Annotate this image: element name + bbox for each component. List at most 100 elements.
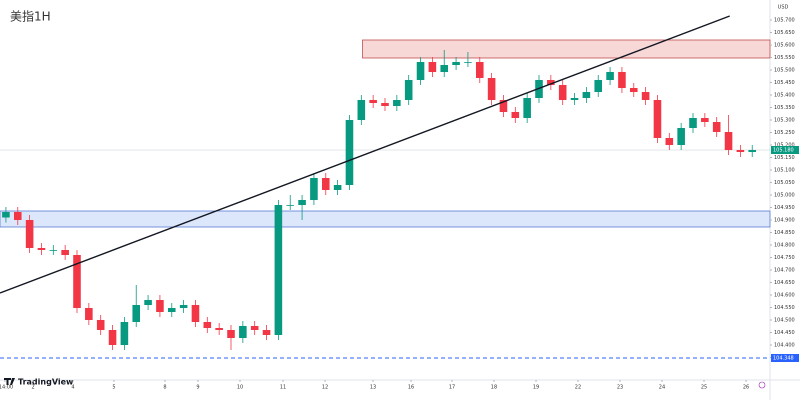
candle-body [464,62,472,63]
candle-body [452,62,460,65]
y-tick-label: 105.300 [774,118,795,124]
y-tick-label: 104.900 [774,218,795,224]
candle-body [487,78,496,100]
candle-body [191,305,200,322]
y-tick-label: 104.500 [774,318,795,324]
candle-body [85,308,93,320]
logo-icon [4,378,15,385]
event-icon [758,381,766,389]
y-tick-label: 105.250 [774,130,795,136]
x-tick-label: 4 [71,385,74,391]
candle-body [736,150,745,152]
candle-body [724,132,733,150]
y-tick-label: 105.550 [774,55,795,61]
x-tick-label: 26 [743,385,749,391]
y-tick-label: 104.800 [774,243,795,249]
candle-body [2,212,10,218]
last-price-label: 105.180 [773,148,794,154]
candle-body [61,250,69,255]
y-tick-label: 105.150 [774,155,795,161]
candle-body [641,92,650,100]
candle-body [310,178,318,200]
y-tick-label: 105.500 [774,68,795,74]
y-tick-label: 104.750 [774,255,795,261]
candle-body [440,65,449,72]
y-tick-label: 105.350 [774,105,795,111]
candle-body [499,100,508,112]
y-tick-label: 104.400 [774,343,795,349]
candle-body [13,212,22,220]
y-tick-label: 105.700 [774,18,795,24]
candle-body [108,330,117,345]
candle-body [286,205,295,206]
candle-body [653,100,662,138]
candle-body [511,112,520,118]
x-tick-label: 10 [237,385,243,391]
y-tick-label: 104.650 [774,280,795,286]
x-tick-label: 11 [280,385,286,391]
x-tick-label: 16 [408,385,414,391]
x-tick-label: 2 [31,385,34,391]
candle-body [274,205,283,335]
y-tick-label: 105.100 [774,168,795,174]
candle-body [298,200,306,205]
candle-body [250,326,259,330]
candle-body [582,92,591,98]
y-tick-label: 104.700 [774,268,795,274]
candle-body [369,100,377,103]
x-tick-label: 22 [575,385,581,391]
candle-body [132,305,141,322]
candle-body [594,80,603,92]
candle-body [393,100,401,106]
brand-logo: TradingView [4,378,74,387]
candle-body [629,88,638,92]
candle-body [665,138,674,145]
x-tick-label: 12 [322,385,328,391]
candle-body [321,178,330,190]
zone [0,210,771,228]
candle-body [558,85,567,100]
chart-title: 美指1H [10,9,51,24]
candle-body [156,300,164,312]
candle-body [49,250,58,251]
y-tick-label: 104.550 [774,305,795,311]
y-tick-label: 104.850 [774,230,795,236]
candle-body [262,330,271,335]
candle-body [215,328,223,330]
y-tick-label: 104.950 [774,205,795,211]
support-label: 104.348 [773,356,794,362]
y-tick-label: 104.600 [774,293,795,299]
x-tick-label: 5 [112,385,115,391]
currency: USD [778,5,789,11]
y-tick-label: 105.000 [774,193,795,199]
candle-body [416,62,425,80]
candle-body [167,308,176,312]
y-tick-label: 104.450 [774,330,795,336]
candle-body [345,120,354,185]
candle-body [689,118,697,128]
candle-body [677,128,685,145]
x-tick-label: 9 [196,385,199,391]
y-tick-label: 105.450 [774,80,795,86]
y-tick-label: 105.050 [774,180,795,186]
candle-body [618,72,626,88]
candle-body [37,248,46,250]
y-tick-label: 105.600 [774,43,795,49]
candle-body [748,150,757,152]
candle-body [428,62,437,72]
candle-body [381,103,389,106]
x-tick-label: 23 [617,385,623,391]
candle-body [144,300,152,305]
candle-body [73,255,81,308]
candle-body [357,100,366,120]
candle-body [203,322,212,328]
x-tick-label: 19 [533,385,539,391]
trendline [0,15,730,294]
x-tick-label: 25 [701,385,707,391]
candle-body [120,322,129,345]
candle-body [547,80,555,85]
candle-body [701,118,709,122]
